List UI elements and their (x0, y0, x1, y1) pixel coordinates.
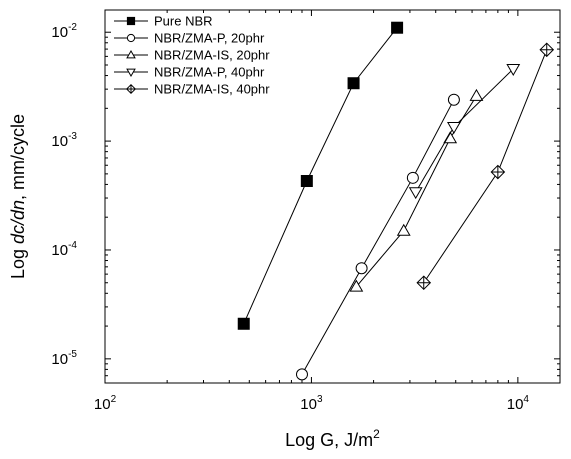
series-line (301, 99, 455, 375)
legend-entry: Pure NBR (114, 14, 213, 29)
legend-label: NBR/ZMA-P, 40phr (154, 65, 265, 80)
marker-diamond-crossed (539, 42, 555, 58)
y-tick-label: 10-2 (51, 22, 77, 41)
axis-labels: Log G, J/m2 Log dc/dn, mm/cycle (8, 114, 380, 450)
plot-frame (104, 9, 561, 384)
marker-square-filled (237, 317, 250, 330)
series-3 (408, 64, 521, 200)
marker-diamond-crossed (125, 83, 137, 95)
series-0 (237, 21, 404, 330)
legend-label: NBR/ZMA-P, 20phr (154, 31, 265, 46)
x-axis-label: Log G, J/m2 (285, 427, 380, 450)
marker-square-filled (347, 77, 360, 90)
x-tick-label: 103 (300, 394, 323, 413)
marker-circle-open (126, 33, 136, 43)
y-tick-label: 10-5 (51, 349, 77, 368)
x-tick-label: 104 (507, 394, 530, 413)
legend-entry: NBR/ZMA-P, 20phr (114, 31, 265, 46)
marker-square-filled (126, 16, 136, 26)
x-tick-label: 102 (94, 394, 117, 413)
marker-circle-open (447, 93, 460, 106)
y-tick-label: 10-3 (51, 131, 77, 150)
legend-label: Pure NBR (154, 14, 213, 29)
series-line (423, 49, 548, 284)
marker-circle-open (295, 368, 308, 381)
legend: Pure NBR NBR/ZMA-P, 20phr NBR/ZMA-IS, 20ph… (114, 14, 270, 97)
marker-triangle-down-open (506, 64, 521, 76)
legend-label: NBR/ZMA-IS, 40phr (154, 82, 270, 97)
marker-triangle-up-open (469, 88, 484, 101)
series-1 (295, 93, 460, 381)
data-series (237, 21, 555, 381)
marker-triangle-down-open (408, 187, 423, 200)
y-tick-label: 10-4 (51, 240, 77, 259)
legend-entry: NBR/ZMA-IS, 40phr (114, 82, 270, 97)
legend-label: NBR/ZMA-IS, 20phr (154, 48, 270, 63)
series-line (243, 27, 398, 324)
marker-triangle-down-open (446, 122, 461, 134)
marker-triangle-up-open (126, 50, 136, 59)
marker-circle-open (406, 171, 419, 184)
y-axis-label: Log dc/dn, mm/cycle (8, 114, 28, 279)
marker-diamond-crossed (416, 275, 432, 291)
marker-triangle-down-open (126, 68, 136, 77)
marker-triangle-up-open (349, 279, 364, 292)
marker-triangle-up-open (396, 223, 411, 236)
marker-diamond-crossed (490, 164, 506, 180)
marker-circle-open (355, 262, 368, 275)
legend-entry: NBR/ZMA-IS, 20phr (114, 48, 270, 63)
axis-ticks: 102 103 104 10-5 10-4 10-3 10-2 (51, 10, 560, 413)
series-4 (416, 42, 555, 291)
marker-square-filled (300, 175, 313, 188)
marker-square-filled (391, 21, 404, 34)
legend-entry: NBR/ZMA-P, 40phr (114, 65, 265, 80)
